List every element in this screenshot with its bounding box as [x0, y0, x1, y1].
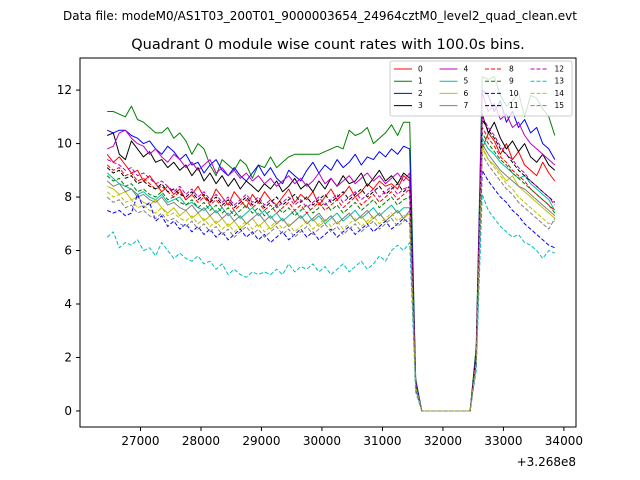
legend-label-15: 15: [555, 101, 565, 110]
y-tick-label: 0: [64, 404, 72, 418]
chart-suptitle: Data file: modeM0/AS1T03_200T01_90000036…: [63, 9, 577, 23]
y-axis: 0 2 4 6 8 10 12: [57, 83, 80, 418]
x-tick-label: 34000: [545, 434, 583, 448]
x-axis: 27000 28000 29000 30000 31000 32000 33000 34000: [121, 427, 583, 448]
chart-title: Quadrant 0 module wise count rates with …: [131, 37, 525, 53]
legend-label-6: 6: [464, 89, 469, 98]
x-tick-label: 32000: [424, 434, 462, 448]
legend-label-10: 10: [509, 89, 519, 98]
x-tick-label: 28000: [182, 434, 220, 448]
series-line-10: [106, 169, 555, 412]
series-line-13: [106, 193, 556, 412]
legend-label-14: 14: [555, 89, 565, 98]
plot-frame: [79, 57, 577, 428]
legend-label-11: 11: [509, 101, 519, 110]
series-lines: [106, 76, 556, 412]
x-tick-label: 27000: [121, 434, 159, 448]
legend-label-0: 0: [418, 65, 423, 74]
y-tick-label: 2: [64, 350, 72, 364]
x-axis-offset-label: +3.268e8: [517, 455, 576, 469]
legend-label-9: 9: [509, 77, 514, 86]
legend-label-4: 4: [464, 65, 469, 74]
y-tick-label: 8: [64, 190, 72, 204]
legend-label-3: 3: [418, 101, 423, 110]
y-tick-label: 10: [57, 137, 72, 151]
legend-label-13: 13: [555, 77, 565, 86]
series-line-14: [106, 148, 556, 412]
series-line-12: [106, 116, 556, 412]
y-tick-label: 12: [57, 83, 72, 97]
x-tick-label: 30000: [303, 434, 341, 448]
legend-box: [389, 60, 573, 117]
series-line-15: [106, 153, 556, 412]
legend-label-1: 1: [418, 77, 423, 86]
y-tick-label: 6: [64, 244, 72, 258]
x-tick-label: 33000: [484, 434, 522, 448]
x-tick-label: 31000: [363, 434, 401, 448]
legend-label-7: 7: [464, 101, 469, 110]
y-tick-label: 4: [64, 297, 72, 311]
x-tick-label: 29000: [242, 434, 280, 448]
legend-label-12: 12: [555, 65, 565, 74]
legend-label-8: 8: [509, 65, 514, 74]
legend-label-2: 2: [418, 89, 423, 98]
series-line-9: [106, 132, 556, 412]
plot-area: [80, 58, 576, 427]
legend-label-5: 5: [464, 77, 469, 86]
